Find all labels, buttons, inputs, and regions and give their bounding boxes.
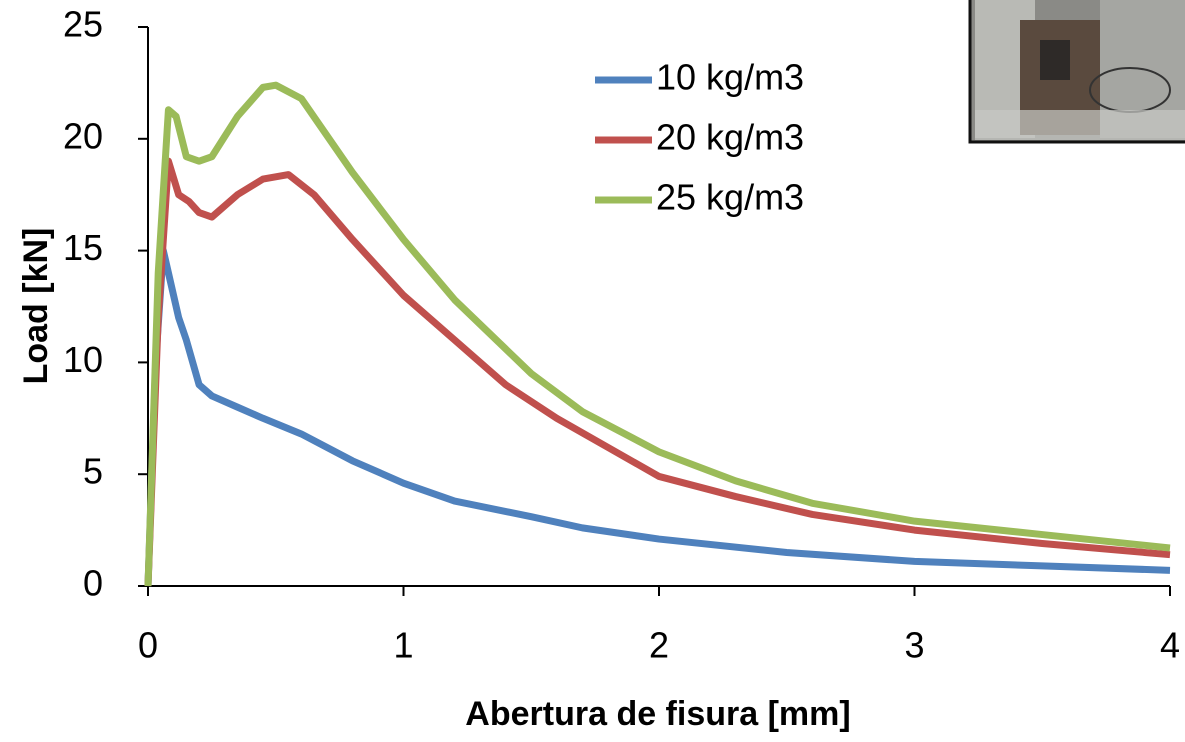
x-tick-label: 2: [649, 625, 669, 666]
y-tick-label: 25: [63, 4, 103, 45]
y-tick-label: 20: [63, 115, 103, 156]
x-tick-label: 1: [393, 625, 413, 666]
x-axis-title: Abertura de fisura [mm]: [465, 695, 850, 733]
x-tick-label: 3: [904, 625, 924, 666]
photo-inset: [968, 0, 1185, 144]
y-tick-label: 5: [83, 451, 103, 492]
data-line: [144, 81, 1171, 587]
y-axis-title: Load [kN]: [17, 228, 55, 385]
y-tick-label: 10: [63, 339, 103, 380]
x-tick-label: 4: [1160, 625, 1180, 666]
data-line: [144, 247, 1171, 587]
legend-label: 20 kg/m3: [656, 117, 804, 158]
data-line: [144, 157, 1171, 587]
y-tick-label: 15: [63, 227, 103, 268]
y-tick-label: 0: [83, 563, 103, 604]
legend-label: 25 kg/m3: [656, 177, 804, 218]
x-tick-label: 0: [138, 625, 158, 666]
legend-label: 10 kg/m3: [656, 57, 804, 98]
